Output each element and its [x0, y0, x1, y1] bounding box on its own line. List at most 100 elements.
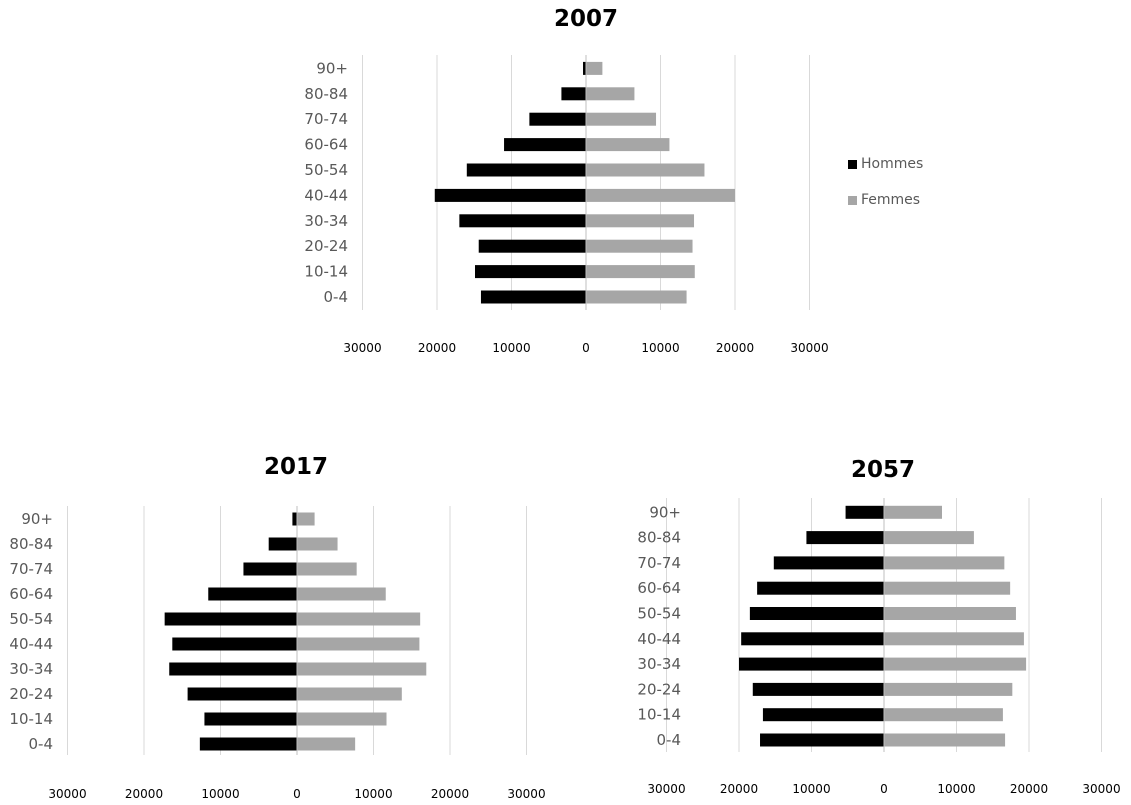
chart-plot: 0-4 10-14 20-24 30-34 40-44 50-54 60-64 70-74 80…: [304, 55, 829, 355]
bar-hommes-40-44: [434, 188, 586, 202]
x-tick-label: 0: [880, 782, 888, 796]
bar-hommes-20-24: [187, 687, 297, 701]
bar-hommes-30-34: [459, 214, 586, 228]
bar-hommes-80-84: [268, 537, 297, 551]
category-label: 20-24: [637, 680, 681, 698]
bar-femmes-70-74: [297, 562, 357, 576]
x-tick-label: 30000: [790, 341, 828, 355]
bar-femmes-60-64: [586, 138, 670, 152]
category-label: 40-44: [9, 635, 53, 653]
bar-femmes-90+: [586, 61, 603, 75]
bar-hommes-70-74: [529, 112, 586, 126]
bar-femmes-60-64: [297, 587, 386, 601]
category-label: 10-14: [637, 706, 681, 724]
bar-hommes-40-44: [172, 637, 297, 651]
x-tick-label: 20000: [418, 341, 456, 355]
bar-femmes-50-54: [884, 607, 1016, 620]
category-label: 30-34: [9, 660, 53, 678]
bar-femmes-40-44: [297, 637, 420, 651]
category-label: 20-24: [304, 237, 348, 255]
chart-title: 2057: [850, 457, 915, 483]
bar-femmes-20-24: [586, 239, 693, 253]
bar-hommes-50-54: [164, 612, 297, 626]
x-tick-label: 20000: [431, 787, 469, 801]
x-tick-label: 30000: [647, 782, 685, 796]
bar-femmes-60-64: [884, 581, 1011, 595]
category-label: 70-74: [9, 560, 53, 578]
bar-hommes-10-14: [474, 265, 586, 279]
category-label: 40-44: [304, 186, 348, 204]
bar-femmes-20-24: [297, 687, 402, 701]
category-label: 0-4: [29, 735, 54, 753]
category-label: 30-34: [637, 655, 681, 673]
bar-hommes-50-54: [466, 163, 586, 177]
bar-femmes-30-34: [297, 662, 427, 676]
legend-label-hommes: Hommes: [861, 156, 924, 172]
bar-hommes-70-74: [243, 562, 297, 576]
x-tick-label: 0: [293, 787, 301, 801]
bar-femmes-80-84: [297, 537, 338, 551]
legend-label-femmes: Femmes: [861, 192, 921, 208]
pyramid-chart-2007: 2007 0-4 10-14 20-24 30-34 40-44 50-54 60-64 70…: [0, 0, 1131, 400]
category-label: 70-74: [304, 110, 348, 128]
bar-femmes-90+: [297, 512, 315, 526]
bar-femmes-70-74: [884, 556, 1005, 570]
bar-femmes-80-84: [884, 531, 974, 545]
bar-hommes-40-44: [741, 632, 884, 646]
category-label: 0-4: [657, 731, 682, 749]
bar-hommes-0-4: [199, 737, 297, 751]
bar-femmes-0-4: [297, 737, 356, 751]
x-tick-label: 30000: [48, 787, 86, 801]
category-label: 10-14: [304, 263, 348, 281]
x-tick-label: 20000: [720, 782, 758, 796]
x-tick-label: 0: [582, 341, 590, 355]
category-label: 80-84: [304, 85, 348, 103]
pyramid-chart-2057: 2057 0-4 10-14 20-24 30-34 40-44 50-54 60-64 70…: [600, 450, 1131, 805]
x-tick-label: 20000: [1010, 782, 1048, 796]
category-label: 20-24: [9, 685, 53, 703]
category-label: 80-84: [9, 535, 53, 553]
bar-hommes-80-84: [806, 531, 884, 545]
bar-hommes-30-34: [739, 657, 884, 671]
bar-hommes-60-64: [208, 587, 297, 601]
legend: Hommes Femmes: [848, 154, 923, 226]
bar-hommes-10-14: [762, 708, 884, 722]
bar-femmes-70-74: [586, 112, 657, 126]
bar-femmes-50-54: [297, 612, 421, 626]
bar-femmes-80-84: [586, 87, 635, 101]
bar-femmes-90+: [884, 505, 942, 519]
category-label: 90+: [649, 503, 681, 521]
category-label: 0-4: [324, 288, 349, 306]
bar-hommes-80-84: [561, 87, 586, 101]
bar-femmes-30-34: [884, 657, 1027, 671]
bar-hommes-10-14: [204, 712, 297, 726]
chart-plot: 0-4 10-14 20-24 30-34 40-44 50-54 60-64 70-74 80…: [9, 506, 546, 801]
category-label: 60-64: [637, 579, 681, 597]
category-label: 90+: [316, 59, 348, 77]
x-tick-label: 30000: [343, 341, 381, 355]
bar-femmes-50-54: [586, 163, 705, 177]
x-tick-label: 10000: [641, 341, 679, 355]
bar-hommes-0-4: [480, 290, 586, 304]
bar-femmes-30-34: [586, 214, 695, 228]
chart-plot: 0-4 10-14 20-24 30-34 40-44 50-54 60-64 70-74 80…: [637, 498, 1121, 796]
bar-hommes-30-34: [169, 662, 297, 676]
category-label: 60-64: [304, 136, 348, 154]
category-label: 10-14: [9, 710, 53, 728]
category-label: 50-54: [304, 161, 348, 179]
legend-swatch-hommes: [848, 159, 857, 169]
bar-femmes-10-14: [586, 265, 695, 279]
pyramid-chart-2017: 2017 0-4 10-14 20-24 30-34 40-44 50-54 60-64 70…: [0, 450, 600, 805]
x-tick-label: 30000: [507, 787, 545, 801]
bar-femmes-40-44: [586, 188, 735, 202]
bar-femmes-10-14: [884, 708, 1003, 722]
x-tick-label: 30000: [1082, 782, 1120, 796]
legend-item-hommes: Hommes: [848, 154, 923, 174]
bar-hommes-0-4: [760, 733, 884, 747]
bar-femmes-20-24: [884, 682, 1013, 696]
x-tick-label: 10000: [354, 787, 392, 801]
x-tick-label: 20000: [125, 787, 163, 801]
bar-hommes-70-74: [773, 556, 884, 570]
bar-hommes-20-24: [478, 239, 586, 253]
bar-femmes-0-4: [586, 290, 687, 304]
